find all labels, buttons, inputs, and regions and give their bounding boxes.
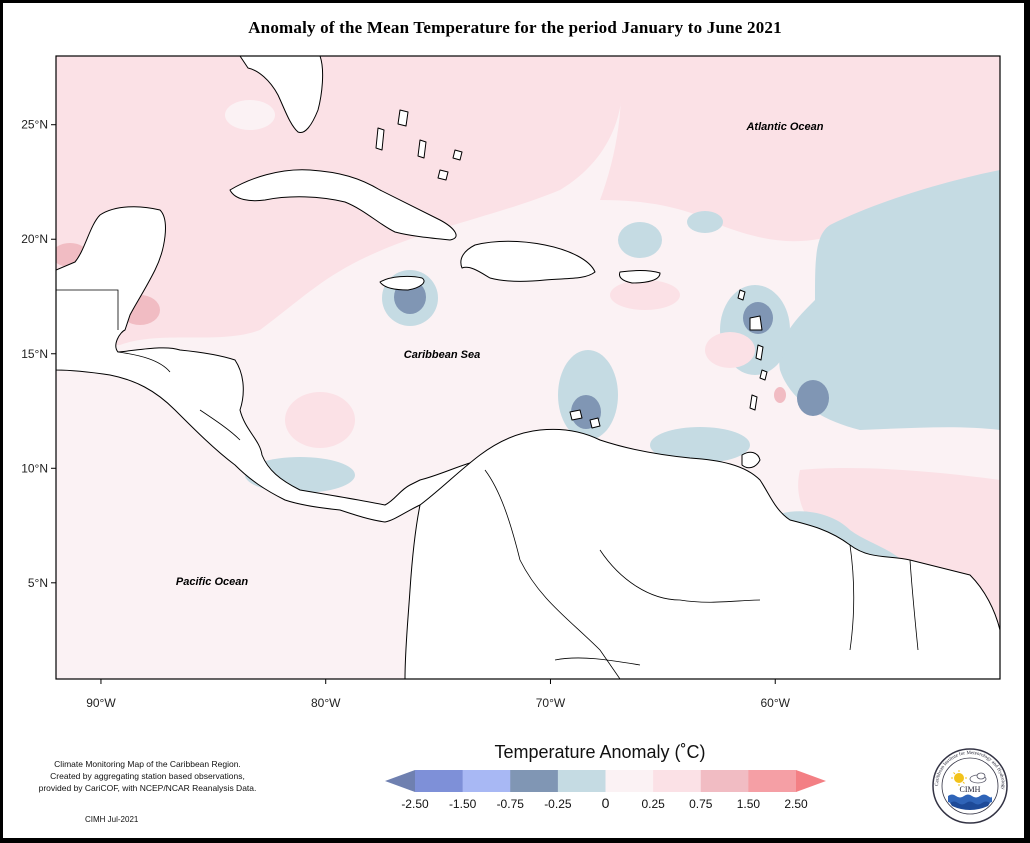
lat-tick-label: 15°N <box>21 347 48 361</box>
lat-tick-label: 25°N <box>21 118 48 132</box>
legend-colorbar: -2.50 -1.50 -0.75 -0.25 0 0.25 0.75 1.50 2.50 <box>385 770 826 811</box>
legend-tick-label: -2.50 <box>401 797 429 811</box>
legend-tick-label: 2.50 <box>784 797 808 811</box>
label-pacific-ocean: Pacific Ocean <box>176 576 248 588</box>
land-jamaica <box>379 275 425 291</box>
anomaly-cool-pr-north <box>618 222 662 258</box>
credit-date: CIMH Jul-2021 <box>85 815 139 824</box>
label-atlantic-ocean: Atlantic Ocean <box>745 121 823 133</box>
logo-text: CIMH <box>960 785 981 794</box>
lon-tick-label: 70°W <box>536 696 566 710</box>
land-trinidad <box>741 451 761 469</box>
lat-tick-label: 10°N <box>21 461 48 475</box>
map-title: Anomaly of the Mean Temperature for the … <box>248 18 782 37</box>
legend-tick-label: 1.50 <box>737 797 761 811</box>
legend-tick-label: -0.25 <box>544 797 572 811</box>
anomaly-warm-central-america <box>285 392 355 448</box>
longitude-axis: 90°W 80°W 70°W 60°W <box>86 679 791 710</box>
label-caribbean-sea: Caribbean Sea <box>404 349 480 361</box>
legend-tick-label: 0 <box>602 795 610 811</box>
lat-tick-label: 5°N <box>28 576 48 590</box>
legend-tick-label: -0.75 <box>497 797 525 811</box>
cloud-icon <box>969 772 987 784</box>
anomaly-cool-bahamas-east <box>687 211 723 233</box>
lon-tick-label: 80°W <box>311 696 341 710</box>
land-south-america <box>404 428 1000 679</box>
legend-bin <box>748 770 797 792</box>
country-borders <box>56 289 919 679</box>
legend-title: Temperature Anomaly (˚C) <box>494 742 706 762</box>
waves-icon <box>948 794 992 810</box>
sun-icon <box>951 770 967 786</box>
anomaly-field-warm-north <box>56 56 623 350</box>
anomaly-warm-barbados-near <box>774 387 786 403</box>
map-panel: Atlantic Ocean Caribbean Sea Pacific Oce… <box>56 56 1000 679</box>
legend-bin-upper-cap <box>796 770 826 792</box>
legend-tick-label: 0.75 <box>689 797 713 811</box>
legend-tick-label: 0.25 <box>641 797 665 811</box>
latitude-axis: 25°N 20°N 15°N 10°N 5°N <box>21 118 56 590</box>
anomaly-neutral-north-florida <box>225 100 275 130</box>
anomaly-cool-trinidad <box>650 427 750 463</box>
lon-tick-label: 60°W <box>760 696 790 710</box>
anomaly-field-warm-east <box>600 56 1000 242</box>
land-lesser-antilles <box>737 289 768 411</box>
legend-bin-lower-cap <box>385 770 415 792</box>
legend-bin <box>557 770 606 792</box>
credit-line-2: Created by aggregating station based obs… <box>50 771 245 781</box>
land-cuba <box>229 169 457 241</box>
land-hispaniola <box>460 240 596 282</box>
anomaly-warm-windward <box>705 332 755 368</box>
land-puerto-rico <box>619 270 661 284</box>
lat-tick-label: 20°N <box>21 232 48 246</box>
credit-line-1: Climate Monitoring Map of the Caribbean … <box>54 759 241 769</box>
legend-bin <box>462 770 511 792</box>
land-florida <box>239 56 324 134</box>
legend-bin <box>605 770 654 792</box>
cimh-logo: Caribbean Institute for Meteorology and … <box>932 748 1008 824</box>
land-masses <box>56 56 1000 679</box>
anomaly-field-cool-atlantic <box>779 170 1000 430</box>
credit-block: Climate Monitoring Map of the Caribbean … <box>20 758 275 794</box>
lon-tick-label: 90°W <box>86 696 116 710</box>
credit-line-3: provided by CariCOF, with NCEP/NCAR Rean… <box>38 783 257 793</box>
legend-bin <box>653 770 702 792</box>
legend-bin <box>510 770 559 792</box>
legend-bin <box>415 770 464 792</box>
map-border <box>55 55 1001 680</box>
land-abc-islands <box>569 409 601 429</box>
land-bahamas <box>375 109 463 181</box>
legend-tick-label: -1.50 <box>449 797 477 811</box>
legend-bin <box>700 770 749 792</box>
anomaly-strong-cool-barbados <box>797 380 829 416</box>
anomaly-warm-hispaniola-south <box>610 280 680 310</box>
